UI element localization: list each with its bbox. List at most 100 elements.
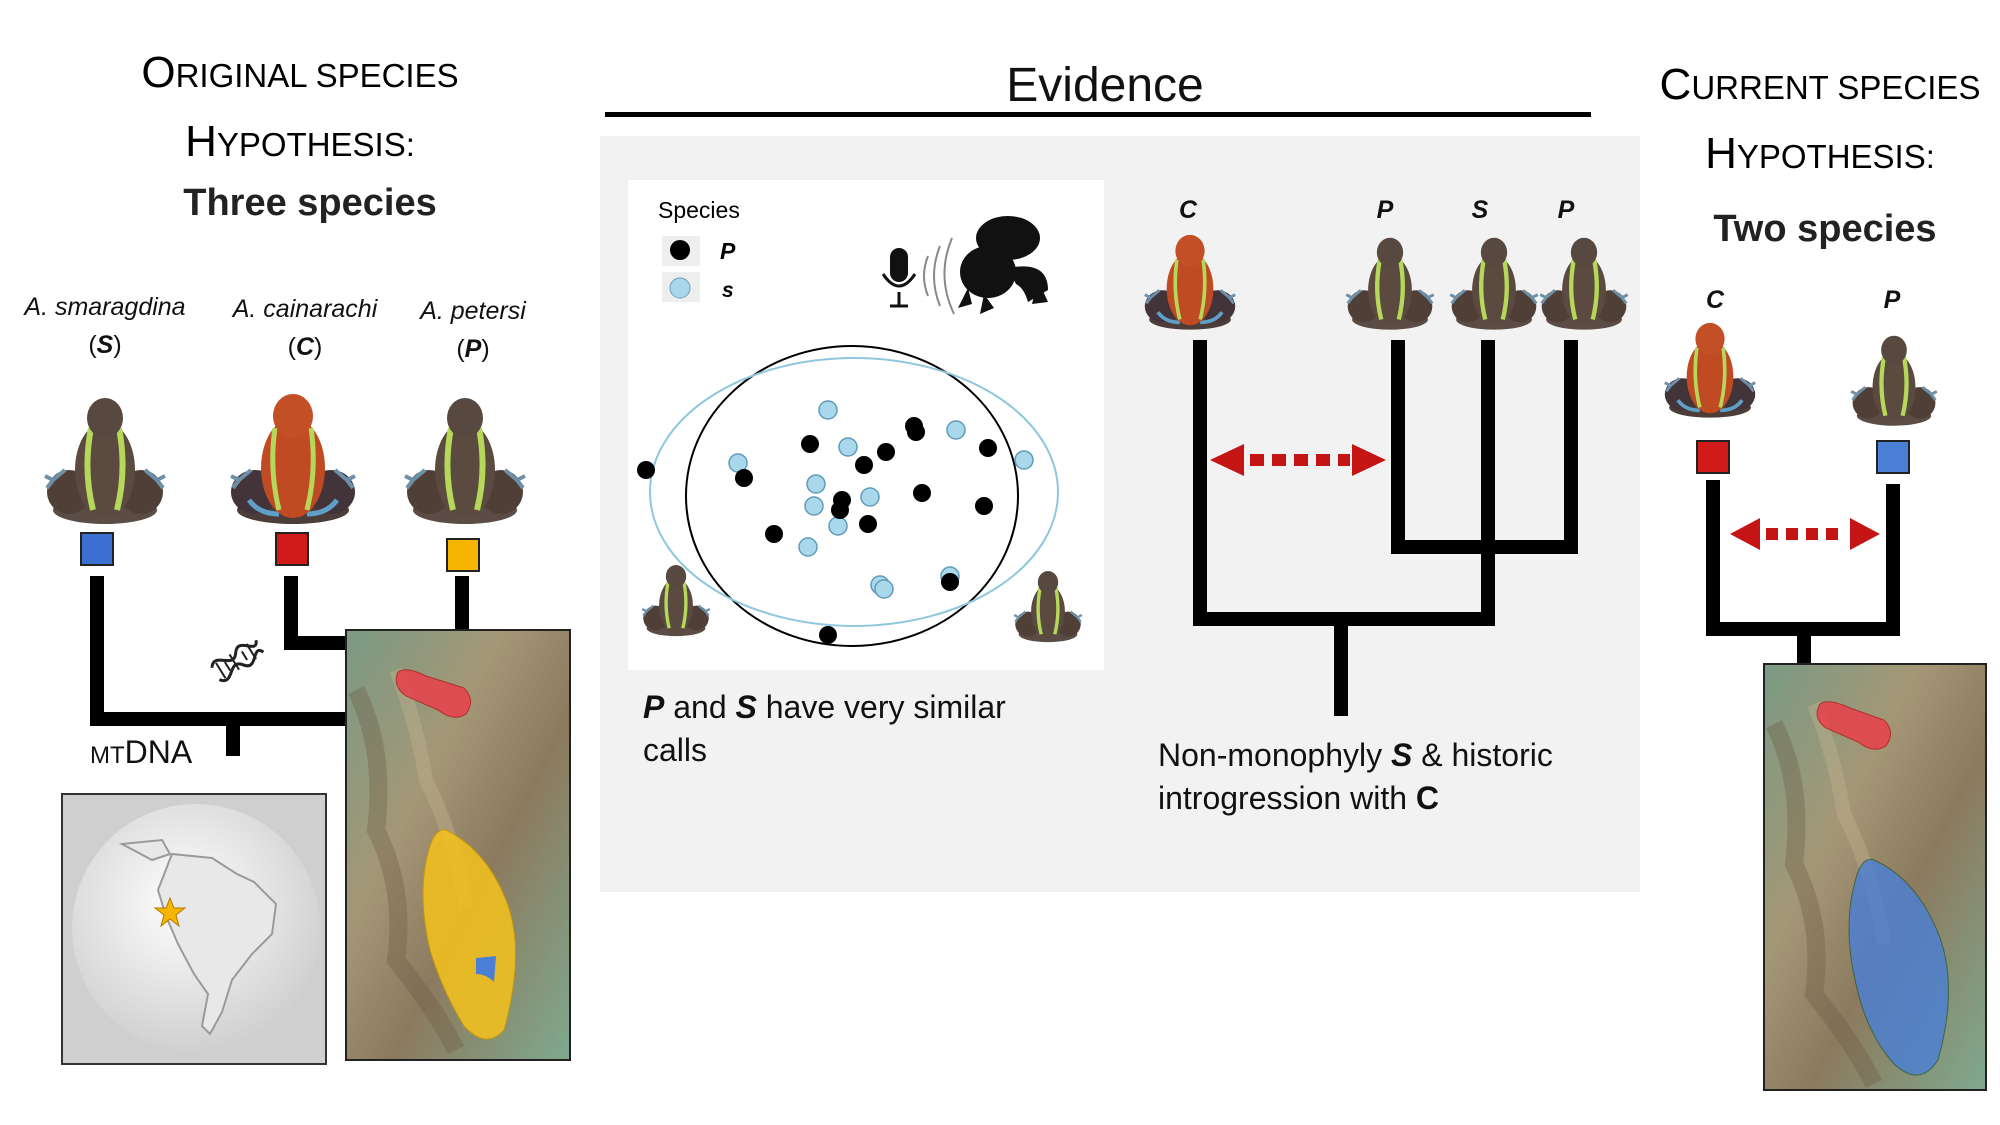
call-similarity-caption: P and S have very similar calls (643, 686, 1063, 772)
point-s (828, 516, 848, 536)
species-name: A. cainarachi (232, 295, 378, 323)
phylogeny-text-1: Non-monophyly (1158, 737, 1391, 773)
point-p (765, 525, 783, 543)
tree-label-s: S (1471, 196, 1489, 224)
plot-frog-green-left-image (640, 563, 712, 638)
evidence-title: Evidence (1006, 59, 1204, 112)
phylogeny-text-c: C (1415, 780, 1439, 816)
tree-label-p2: P (1557, 196, 1575, 224)
right-title-rest-1: URRENT SPECIES (1691, 69, 1981, 106)
color-square-smaragdina (80, 532, 114, 566)
species-name: A. smaragdina (24, 293, 186, 321)
point-p (877, 443, 895, 461)
phylogeny-text-2: & historic introgression with (1158, 737, 1553, 816)
point-p (819, 626, 837, 644)
frog-smaragdina-image (20, 390, 190, 530)
point-s (874, 579, 894, 599)
globe-locator-map (61, 793, 327, 1065)
range-blue-area (476, 956, 496, 982)
point-s (806, 474, 826, 494)
color-square-c (1696, 440, 1730, 474)
mtdna-prefix: MT (90, 742, 125, 769)
caption-rest: have very similar calls (643, 689, 1006, 768)
point-s (946, 420, 966, 440)
caption-and: and (664, 689, 736, 725)
point-p (831, 501, 849, 519)
introgression-double-arrow-icon (1210, 444, 1386, 476)
species-label-smaragdina: A. smaragdina (S) (10, 288, 200, 364)
species-label-cainarachi: A. cainarachi (C) (210, 290, 400, 366)
tree-frog-p2-image (1522, 228, 1646, 338)
species-abbr: (P) (456, 335, 490, 363)
left-title-cap-2: H (185, 117, 217, 166)
point-s (818, 400, 838, 420)
point-s (798, 537, 818, 557)
point-p (913, 484, 931, 502)
caption-p: P (643, 689, 665, 725)
right-frog-c-image (1662, 321, 1758, 420)
right-title-cap-1: C (1659, 60, 1692, 109)
evidence-title-rule (605, 112, 1591, 117)
right-title-rest-2: YPOTHESIS: (1736, 138, 1935, 175)
right-introgression-double-arrow-icon (1730, 518, 1880, 550)
left-subtitle: Three species (183, 182, 437, 224)
color-square-cainarachi (275, 532, 309, 566)
right-label-p: P (1883, 286, 1901, 314)
point-s (838, 437, 858, 457)
right-frog-p-image (1832, 330, 1956, 430)
right-range-map (1763, 663, 1987, 1091)
point-s (860, 487, 880, 507)
right-label-c: C (1705, 286, 1725, 314)
point-p (975, 497, 993, 515)
mtdna-suffix: DNA (124, 734, 193, 770)
phylogeny-caption: Non-monophyly S & historic introgression… (1158, 734, 1628, 820)
caption-s: S (735, 689, 757, 725)
point-s (804, 496, 824, 516)
left-title-cap-1: O (141, 48, 176, 97)
point-p (855, 456, 873, 474)
color-square-petersi (446, 538, 480, 572)
cluster-ellipse-p (685, 345, 1019, 647)
left-title: ORIGINAL SPECIES HYPOTHESIS: (70, 40, 530, 178)
range-blue-area (1848, 858, 1949, 1076)
frog-cainarachi-image (208, 390, 378, 530)
species-abbr: (C) (287, 333, 323, 361)
range-red-area (1816, 701, 1891, 750)
mtdna-label: MTDNA (90, 734, 192, 771)
points-s (728, 400, 1034, 599)
frog-petersi-image (380, 390, 550, 530)
call-similarity-plot: Species P s (628, 180, 1104, 670)
left-title-rest-1: RIGINAL SPECIES (175, 57, 459, 94)
sound-waves-icon (923, 237, 955, 315)
calling-frog-silhouette-icon (958, 216, 1048, 314)
cluster-ellipse-s (649, 357, 1059, 627)
tree-label-p1: P (1376, 196, 1394, 224)
species-label-petersi: A. petersi (P) (378, 292, 568, 368)
tree-frog-c-image (1142, 233, 1238, 332)
legend-marker-s (669, 277, 691, 299)
left-range-map (345, 629, 571, 1061)
color-square-p (1876, 440, 1910, 474)
left-title-rest-2: YPOTHESIS: (216, 126, 415, 163)
microphone-icon (881, 248, 917, 308)
right-title: CURRENT SPECIES HYPOTHESIS: (1640, 52, 2000, 190)
points-p (637, 417, 997, 644)
range-red-area (395, 669, 471, 718)
legend-label-p: P (720, 238, 736, 264)
legend-marker-p (670, 240, 690, 260)
phylogeny-text-s: S (1391, 737, 1413, 773)
point-p (979, 439, 997, 457)
legend-title: Species (658, 197, 740, 223)
point-p (907, 423, 925, 441)
legend-label-s: s (722, 279, 734, 302)
plot-frog-green-right-image (1012, 569, 1084, 644)
point-p (637, 461, 655, 479)
point-p (859, 515, 877, 533)
range-yellow-area (422, 829, 516, 1040)
right-subtitle: Two species (1713, 208, 1937, 250)
right-title-cap-2: H (1705, 129, 1737, 178)
species-abbr: (S) (88, 331, 122, 359)
point-s (1014, 450, 1034, 470)
dna-icon (210, 639, 265, 683)
species-name: A. petersi (420, 297, 526, 325)
